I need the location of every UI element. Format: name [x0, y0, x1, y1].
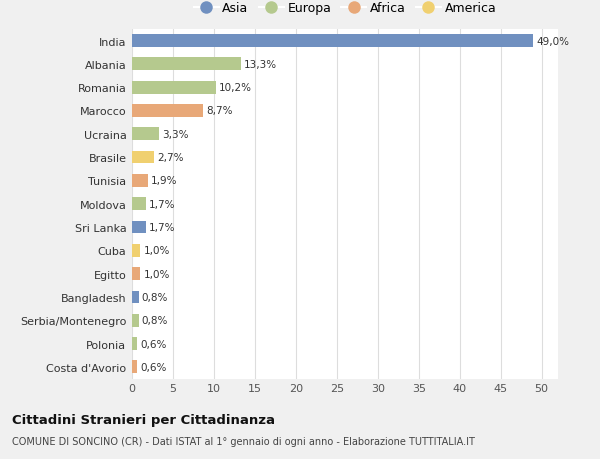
Text: 8,7%: 8,7% [206, 106, 233, 116]
Bar [132, 314, 139, 327]
Text: 1,0%: 1,0% [143, 246, 170, 256]
Text: 0,6%: 0,6% [140, 339, 167, 349]
Text: COMUNE DI SONCINO (CR) - Dati ISTAT al 1° gennaio di ogni anno - Elaborazione TU: COMUNE DI SONCINO (CR) - Dati ISTAT al 1… [12, 436, 475, 446]
Text: 1,9%: 1,9% [151, 176, 178, 186]
Text: 0,8%: 0,8% [142, 315, 168, 325]
Bar [132, 291, 139, 304]
Text: 0,8%: 0,8% [142, 292, 168, 302]
Text: 1,0%: 1,0% [143, 269, 170, 279]
Bar [132, 244, 140, 257]
Text: 49,0%: 49,0% [537, 36, 570, 46]
Bar [132, 198, 146, 211]
Bar [132, 35, 533, 48]
Bar [132, 221, 146, 234]
Bar [132, 128, 159, 141]
Bar [132, 58, 241, 71]
Bar [132, 105, 203, 118]
Text: 1,7%: 1,7% [149, 223, 176, 233]
Bar [132, 337, 137, 350]
Bar [132, 268, 140, 280]
Text: 13,3%: 13,3% [244, 60, 277, 70]
Legend: Asia, Europa, Africa, America: Asia, Europa, Africa, America [188, 0, 502, 20]
Text: 2,7%: 2,7% [157, 153, 184, 163]
Text: 3,3%: 3,3% [163, 129, 189, 140]
Text: Cittadini Stranieri per Cittadinanza: Cittadini Stranieri per Cittadinanza [12, 413, 275, 426]
Bar [132, 151, 154, 164]
Text: 0,6%: 0,6% [140, 362, 167, 372]
Text: 1,7%: 1,7% [149, 199, 176, 209]
Bar [132, 361, 137, 374]
Bar [132, 82, 215, 95]
Bar [132, 174, 148, 187]
Text: 10,2%: 10,2% [219, 83, 252, 93]
